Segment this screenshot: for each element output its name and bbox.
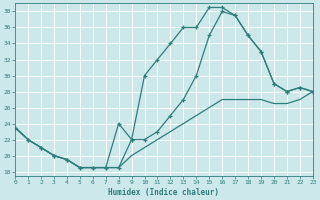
X-axis label: Humidex (Indice chaleur): Humidex (Indice chaleur)	[108, 188, 220, 197]
